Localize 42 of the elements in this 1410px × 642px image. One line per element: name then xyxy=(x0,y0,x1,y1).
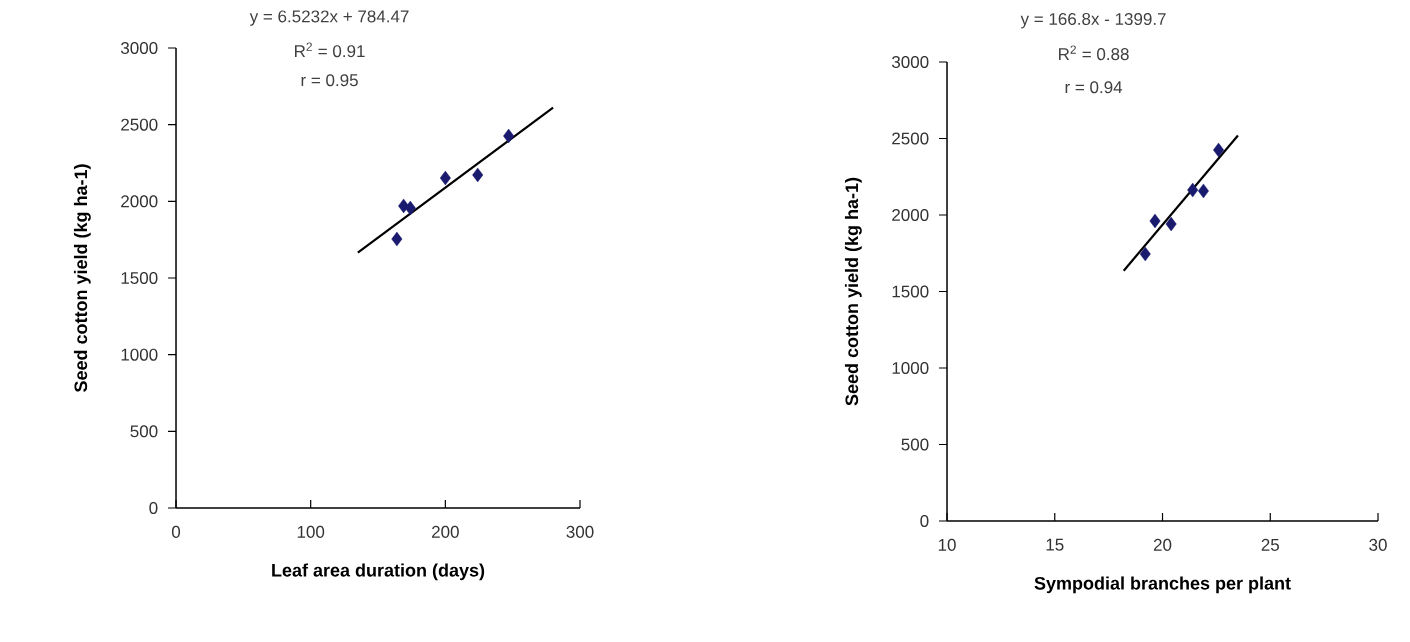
y-tick-label: 1500 xyxy=(121,271,158,285)
y-tick-label: 2000 xyxy=(121,195,158,208)
y-tick-label: 500 xyxy=(901,438,929,451)
text: y = 6.5232x + 784.47 xyxy=(249,10,409,26)
x-tick-label: 200 xyxy=(432,525,459,538)
point xyxy=(503,128,515,144)
y-axis-title: Seed cotton yield (kg ha-1) xyxy=(73,164,91,392)
y-tick-label: 0 xyxy=(920,514,929,528)
text: R$^{2}$ = 0.88 xyxy=(1059,45,1129,61)
point xyxy=(391,231,403,247)
point xyxy=(472,167,484,183)
x-tick-label: 100 xyxy=(297,525,325,538)
y-tick-label: 500 xyxy=(130,425,158,438)
y-tick-label: 1500 xyxy=(892,285,929,298)
point xyxy=(404,200,416,216)
y-tick-label: 1000 xyxy=(892,361,929,375)
point xyxy=(1165,216,1177,232)
y-tick-label: 1000 xyxy=(121,348,158,361)
y-tick-label: 2500 xyxy=(121,118,158,131)
annotation: r = 0.95 xyxy=(301,74,358,87)
x-tick-label: 300 xyxy=(566,525,594,538)
x-tick-label: 30 xyxy=(1369,538,1387,551)
x-tick-label: 25 xyxy=(1261,538,1279,551)
y-tick-label: 2000 xyxy=(892,208,929,222)
annotation: R$^{2}$ = 0.91 xyxy=(295,42,365,58)
y-tick-label: 2500 xyxy=(892,132,929,145)
y-tick-label: 3000 xyxy=(120,41,158,55)
x-tick-label: 15 xyxy=(1046,538,1064,551)
point xyxy=(1139,246,1151,262)
y-tick-label: 0 xyxy=(149,501,158,515)
x-tick-label: 0 xyxy=(171,525,181,538)
x-axis-title: Sympodial branches per plant xyxy=(1034,576,1291,594)
x-tick-label: 20 xyxy=(1153,538,1172,551)
x-axis-title: Leaf area duration (days) xyxy=(272,563,485,581)
point xyxy=(439,170,451,186)
point xyxy=(1149,213,1161,229)
text: y = 166.8x - 1399.7 xyxy=(1020,12,1166,29)
point xyxy=(1187,182,1199,198)
x-tick-label: 10 xyxy=(938,538,956,551)
y-tick-label: 3000 xyxy=(891,55,929,69)
annotation: r = 0.94 xyxy=(1065,81,1123,94)
y-axis-title: Seed cotton yield (kg ha-1) xyxy=(844,177,862,406)
